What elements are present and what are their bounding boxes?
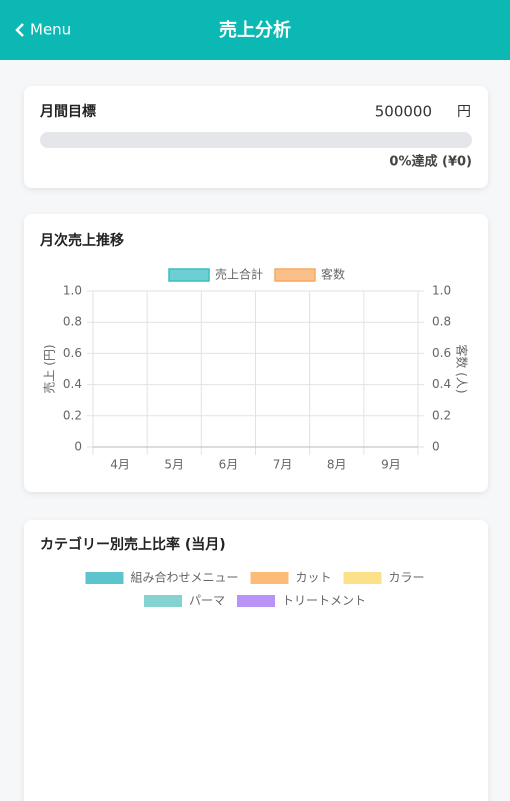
progress-track bbox=[40, 132, 472, 148]
y-tick-label: 0 bbox=[74, 440, 82, 454]
category-card bbox=[24, 520, 488, 801]
header-bar bbox=[0, 0, 510, 60]
y-tick-label: 1.0 bbox=[63, 284, 82, 298]
y-tick-label: 0.6 bbox=[63, 346, 82, 360]
legend-swatch bbox=[250, 572, 289, 584]
legend-swatch bbox=[274, 268, 316, 282]
legend-swatch bbox=[85, 572, 124, 584]
back-button[interactable]: Menu bbox=[30, 21, 71, 39]
y-tick-label: 0.2 bbox=[63, 408, 82, 422]
legend-label: 売上合計 bbox=[215, 267, 263, 282]
y2-tick-label: 0.6 bbox=[432, 346, 451, 360]
legend-swatch bbox=[237, 595, 275, 607]
legend-label: カラー bbox=[389, 571, 425, 585]
legend-label: 客数 bbox=[321, 267, 345, 282]
legend-label: トリートメント bbox=[282, 594, 366, 608]
x-tick-label: 7月 bbox=[273, 458, 293, 472]
progress-label: 0%達成 (¥0) bbox=[389, 154, 472, 170]
y2-tick-label: 0 bbox=[432, 440, 440, 454]
y2-tick-label: 0.4 bbox=[432, 377, 451, 391]
y-tick-label: 0.4 bbox=[63, 377, 82, 391]
chart-title: カテゴリー別売上比率 (当月) bbox=[40, 536, 226, 553]
legend-label: 組み合わせメニュー bbox=[130, 570, 238, 585]
goal-label: 月間目標 bbox=[39, 103, 96, 120]
legend-label: カット bbox=[295, 571, 331, 585]
y2-tick-label: 0.2 bbox=[432, 408, 451, 422]
legend-swatch bbox=[343, 572, 382, 584]
x-tick-label: 8月 bbox=[327, 458, 347, 472]
legend-label: パーマ bbox=[189, 594, 225, 608]
legend-swatch bbox=[168, 268, 210, 282]
y2-axis-label: 客数 (人) bbox=[455, 344, 470, 393]
x-tick-label: 5月 bbox=[164, 458, 184, 472]
x-tick-label: 9月 bbox=[381, 458, 401, 472]
chart-title: 月次売上推移 bbox=[39, 232, 124, 249]
back-icon[interactable] bbox=[15, 23, 24, 37]
x-tick-label: 6月 bbox=[219, 458, 239, 472]
y2-tick-label: 0.8 bbox=[432, 315, 451, 329]
y-tick-label: 0.8 bbox=[63, 315, 82, 329]
goal-unit: 円 bbox=[457, 104, 471, 120]
y-axis-label: 売上 (円) bbox=[42, 344, 57, 393]
legend-swatch bbox=[143, 595, 182, 607]
y2-tick-label: 1.0 bbox=[432, 284, 451, 298]
goal-target: 500000 bbox=[375, 103, 432, 121]
x-tick-label: 4月 bbox=[110, 458, 130, 472]
page-title: 売上分析 bbox=[219, 19, 291, 41]
